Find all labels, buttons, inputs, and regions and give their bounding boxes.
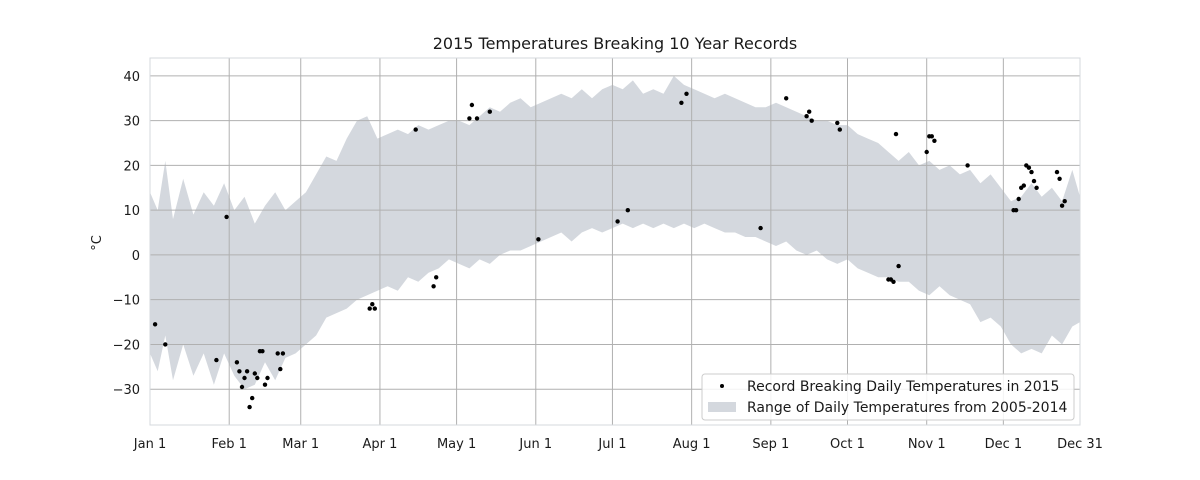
y-tick-label: 10 <box>123 204 140 219</box>
legend: Record Breaking Daily Temperatures in 20… <box>701 373 1075 421</box>
record-point <box>260 349 265 354</box>
plot-frame <box>149 57 1081 426</box>
record-point <box>237 369 242 374</box>
chart-title: 2015 Temperatures Breaking 10 Year Recor… <box>433 34 798 53</box>
record-point <box>896 263 901 269</box>
record-point <box>536 237 541 242</box>
y-tick-label: −20 <box>113 338 140 353</box>
x-tick-label: Oct 1 <box>830 437 865 452</box>
y-tick-label: 40 <box>123 70 140 85</box>
record-point <box>280 351 286 356</box>
record-point <box>615 219 620 224</box>
record-point <box>891 279 896 284</box>
record-point <box>1016 196 1021 202</box>
y-tick-label: 20 <box>123 159 140 174</box>
x-tick-label: Aug 1 <box>673 437 711 452</box>
record-point <box>837 127 842 132</box>
x-tick-label: Jan 1 <box>133 437 166 452</box>
x-axis-ticks: Jan 1 Feb 1 Mar 1 Apr 1 May 1 Jun 1 Jul 1 Aug 1… <box>133 437 1103 452</box>
legend-marker-range <box>708 402 736 412</box>
record-points-layer <box>152 91 1067 410</box>
y-axis-label: °C <box>90 235 105 251</box>
record-point <box>244 369 250 374</box>
legend-marker-records <box>720 384 724 388</box>
record-point <box>1026 165 1032 170</box>
record-point <box>965 163 970 168</box>
x-tick-label: May 1 <box>437 437 476 452</box>
record-point <box>474 116 480 121</box>
record-point <box>262 382 268 387</box>
record-point <box>469 102 475 108</box>
x-tick-label: Feb 1 <box>211 437 246 452</box>
record-point <box>247 404 252 410</box>
record-point <box>370 302 375 307</box>
record-point <box>163 342 168 347</box>
record-point <box>242 375 247 381</box>
legend-label-records: Record Breaking Daily Temperatures in 20… <box>747 379 1059 395</box>
x-tick-label: Jul 1 <box>597 437 626 452</box>
record-point <box>625 208 630 213</box>
record-point <box>1013 208 1019 213</box>
record-point <box>1021 183 1026 188</box>
record-point <box>255 375 260 381</box>
record-point <box>924 149 929 155</box>
record-point <box>807 109 812 114</box>
record-point <box>1059 203 1065 208</box>
record-point <box>684 91 689 97</box>
record-point <box>932 138 937 143</box>
record-point <box>413 127 418 132</box>
record-point <box>278 366 283 372</box>
range-band-layer <box>150 75 1080 390</box>
record-point <box>1034 185 1039 190</box>
record-point <box>784 96 789 101</box>
record-point <box>679 100 684 106</box>
record-point <box>434 275 439 280</box>
record-point <box>224 214 229 220</box>
record-point <box>893 131 899 137</box>
record-point <box>275 351 280 356</box>
x-tick-label: Mar 1 <box>282 437 319 452</box>
record-point <box>835 120 840 126</box>
record-point <box>758 225 763 231</box>
legend-box <box>701 373 1075 421</box>
y-tick-label: −10 <box>113 294 140 309</box>
y-tick-label: −30 <box>113 383 140 398</box>
record-point <box>929 134 934 139</box>
record-point <box>1054 169 1060 175</box>
record-point <box>467 116 472 121</box>
record-point <box>239 384 245 390</box>
x-tick-label: Dec 31 <box>1057 437 1103 452</box>
y-tick-label: 30 <box>123 115 140 130</box>
record-point <box>152 322 158 327</box>
y-tick-label: 0 <box>132 249 140 264</box>
legend-label-range: Range of Daily Temperatures from 2005-20… <box>747 400 1068 416</box>
record-point <box>214 357 219 363</box>
record-point <box>234 360 240 365</box>
record-point <box>1029 169 1034 175</box>
axis-frame <box>149 57 1081 426</box>
record-point <box>804 114 809 119</box>
record-point <box>1031 178 1037 184</box>
record-point <box>367 306 372 311</box>
record-point <box>1057 176 1062 181</box>
x-tick-label: Jun 1 <box>518 437 552 452</box>
record-point <box>372 306 377 311</box>
x-tick-label: Apr 1 <box>362 437 397 452</box>
temperature-range-band <box>150 75 1080 390</box>
y-axis-ticks: 40 30 20 10 0 −10 −20 −30 <box>113 70 140 398</box>
x-tick-label: Nov 1 <box>908 437 946 452</box>
record-point <box>431 284 436 289</box>
record-point <box>252 371 257 376</box>
record-point <box>487 109 492 114</box>
x-tick-label: Dec 1 <box>985 437 1023 452</box>
record-point <box>265 375 270 381</box>
record-point <box>1062 199 1067 204</box>
x-tick-label: Sep 1 <box>752 437 789 452</box>
record-point <box>809 118 814 123</box>
record-point <box>250 395 255 401</box>
